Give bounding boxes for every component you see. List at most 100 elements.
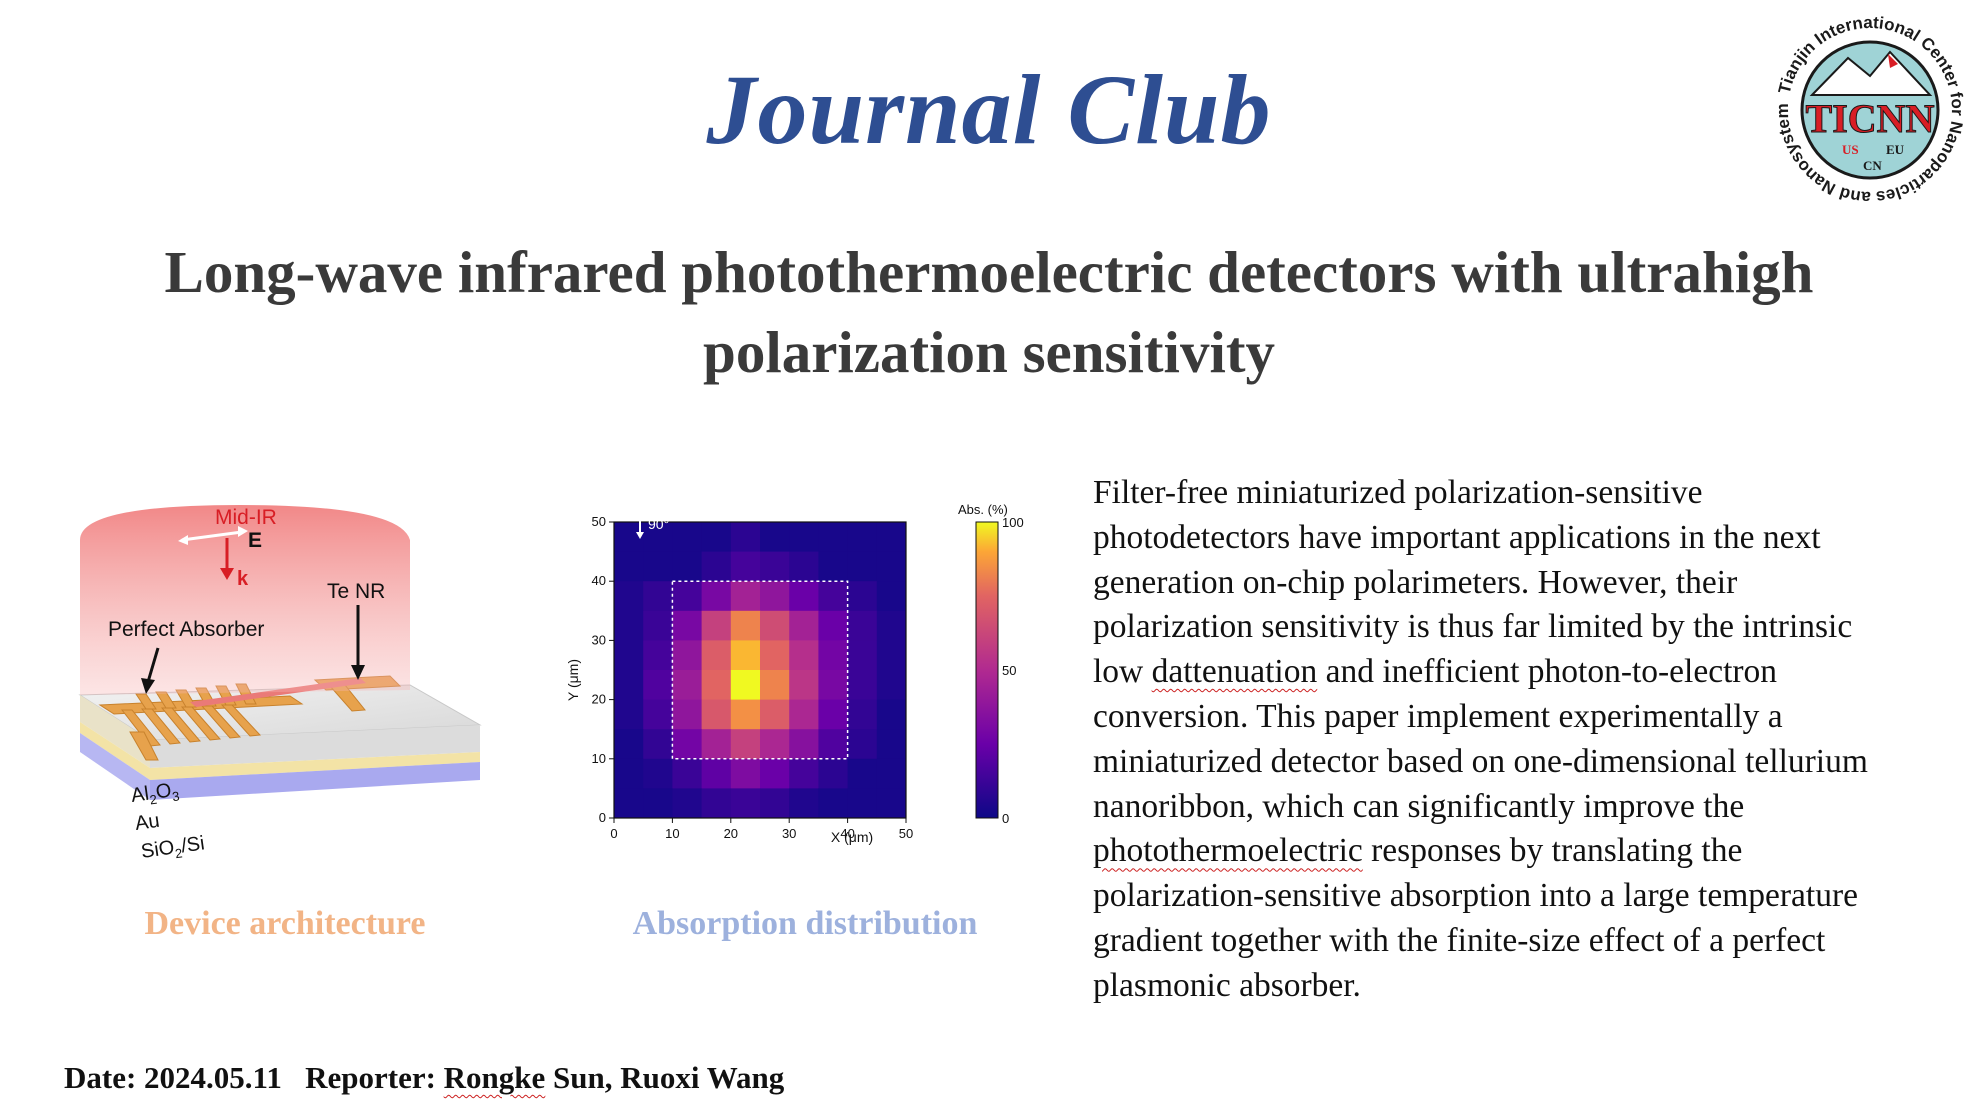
heatmap-cell: [847, 551, 878, 582]
absorption-distribution-caption: Absorption distribution: [632, 905, 978, 942]
abstract-text-run: and inefficient photon-to-electron: [1317, 653, 1778, 691]
heatmap-cell: [730, 522, 761, 553]
heatmap-cell: [614, 788, 644, 819]
heatmap-cell: [760, 699, 790, 730]
heatmap-cell: [760, 581, 790, 612]
x-axis-label: X (μm): [831, 829, 873, 845]
heatmap-cell: [847, 581, 878, 612]
heatmap-cell: [789, 670, 819, 701]
device-architecture-figure: Mid-IR E k Te NR Perfect Absorber Al2O3 …: [78, 505, 482, 866]
sio2-layer: [150, 762, 480, 800]
reporter-name-rest: Sun, Ruoxi Wang: [545, 1060, 785, 1095]
heatmap-cell: [643, 729, 673, 760]
abstract-text-run: nanoribbon, which can significantly impr…: [1093, 787, 1745, 825]
te-nr-pointer-head: [351, 665, 365, 680]
heatmap-cell: [614, 758, 644, 789]
abstract-text-run: responses by translating the: [1362, 832, 1743, 870]
heatmap-cell: [730, 551, 761, 582]
heatmap-cell: [701, 640, 732, 671]
abstract-text: Filter-free miniaturized polarization-se…: [1093, 471, 1973, 1009]
paper-title: Long-wave infrared photothermoelectric d…: [40, 232, 1938, 392]
abstract-line: photodetectors have important applicatio…: [1093, 516, 1973, 561]
te-nr-label: Te NR: [327, 580, 385, 603]
heatmap-cell: [818, 551, 849, 582]
substrate-left-side: [80, 695, 150, 768]
polarization-angle-label: 90°: [648, 516, 669, 532]
paper-title-line-2: polarization sensitivity: [703, 319, 1275, 385]
heatmap-cell: [672, 522, 703, 553]
y-axis-label: Y (μm): [565, 659, 581, 701]
heatmap-cell: [672, 610, 703, 641]
e-field-arrowhead-left: [178, 535, 188, 545]
reporter-label: Reporter:: [305, 1060, 444, 1095]
heatmap-cell: [701, 729, 732, 760]
x-tick-label: 10: [665, 826, 679, 841]
heatmap-cell: [672, 758, 703, 789]
heatmap-cell: [614, 640, 644, 671]
heatmap-cell: [818, 522, 849, 553]
sio2-layer-side: [80, 733, 150, 800]
y-tick-label: 10: [592, 751, 606, 766]
abstract-text-run: low: [1093, 653, 1152, 691]
x-axis-ticks: 0 10 20 30 40 50: [610, 818, 913, 841]
heatmap-cell: [614, 551, 644, 582]
heatmap-cell: [701, 788, 732, 819]
k-vector-arrowhead: [220, 568, 234, 580]
heatmap-cell: [643, 522, 673, 553]
logo-mountain-red: [1888, 54, 1898, 68]
paper-title-line-1: Long-wave infrared photothermoelectric d…: [164, 239, 1814, 305]
al2o3-layer: [150, 725, 480, 768]
heatmap-cell: [730, 699, 761, 730]
heatmap-cell: [818, 758, 849, 789]
ticnn-logo: TICNN US EU CN Tianjin International Cen…: [1770, 10, 1967, 207]
heatmap-cell: [789, 610, 819, 641]
abstract-line: photothermoelectric responses by transla…: [1093, 829, 1973, 874]
heatmap-cell: [643, 610, 673, 641]
heatmap-cell: [847, 699, 878, 730]
heatmap-cell: [818, 610, 849, 641]
logo-center-text: TICNN: [1806, 96, 1935, 141]
slide-title: Journal Club: [706, 54, 1272, 165]
x-tick-label: 0: [610, 826, 617, 841]
heatmap-cell: [643, 640, 673, 671]
abstract-line: generation on-chip polarimeters. However…: [1093, 561, 1973, 606]
heatmap-cell: [876, 581, 907, 612]
heatmap-cell: [643, 699, 673, 730]
reporter-name-first: Rongke: [443, 1060, 546, 1095]
heatmap-cell: [876, 551, 907, 582]
abstract-line: low dattenuation and inefficient photon-…: [1093, 650, 1973, 695]
heatmap-cell: [876, 670, 907, 701]
heatmap-cell: [818, 788, 849, 819]
heatmap-cell: [614, 729, 644, 760]
heatmap-cell: [730, 670, 761, 701]
y-tick-label: 20: [592, 692, 606, 707]
heatmap-cell: [614, 581, 644, 612]
abstract-line: conversion. This paper implement experim…: [1093, 695, 1973, 740]
heatmap-cell: [643, 758, 673, 789]
heatmap-cell: [847, 640, 878, 671]
heatmap-cell: [876, 522, 907, 553]
al2o3-label: Al2O3: [130, 779, 181, 810]
spellcheck-word: photothermoelectric: [1093, 832, 1363, 870]
heatmap-cell: [847, 729, 878, 760]
heatmap-cell: [701, 610, 732, 641]
date-label: Date: 2024.05.11: [64, 1060, 282, 1095]
heatmap-cell: [730, 581, 761, 612]
colorbar-tick-50: 50: [1002, 663, 1016, 678]
heatmap-cells: [614, 522, 907, 819]
heatmap-cell: [847, 788, 878, 819]
heatmap-cell: [876, 758, 907, 789]
sio2-si-label: SiO2/Si: [140, 832, 207, 866]
abstract-text-run: generation on-chip polarimeters. However…: [1093, 563, 1738, 601]
perfect-absorber-label: Perfect Absorber: [108, 618, 264, 641]
polarization-arrowhead-up: [636, 509, 644, 516]
abstract-line: miniaturized detector based on one-dimen…: [1093, 740, 1973, 785]
x-tick-label: 50: [899, 826, 913, 841]
abstract-text-run: Filter-free miniaturized polarization-se…: [1093, 474, 1703, 511]
heatmap-cell: [789, 788, 819, 819]
heatmap-cell: [701, 758, 732, 789]
abstract-text-run: photodetectors have important applicatio…: [1093, 518, 1821, 556]
heatmap-cell: [789, 729, 819, 760]
logo-label-eu: EU: [1886, 142, 1905, 157]
heatmap-cell: [614, 610, 644, 641]
